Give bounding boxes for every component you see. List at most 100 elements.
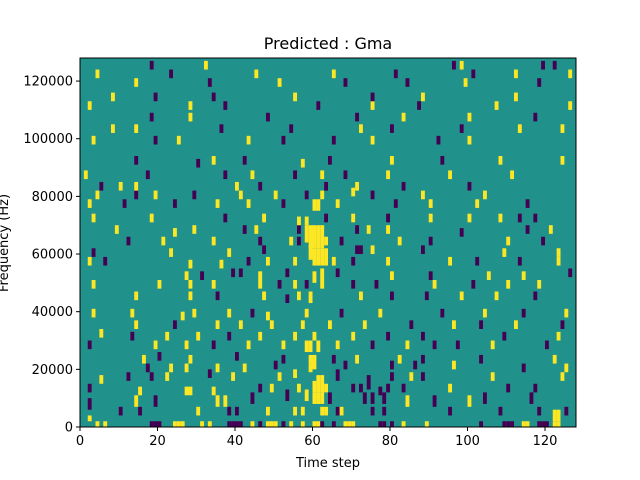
heatmap-cell: [273, 190, 278, 200]
heatmap-cell: [316, 225, 321, 249]
heatmap-cell: [428, 236, 433, 246]
heatmap-cell: [498, 406, 503, 416]
heatmap-cell: [355, 354, 360, 364]
heatmap-cell: [149, 372, 154, 381]
heatmap-cell: [556, 248, 561, 257]
heatmap-cell: [169, 69, 174, 79]
heatmap-cell: [521, 421, 526, 427]
heatmap-cell: [351, 383, 356, 393]
heatmap-cell: [320, 279, 325, 289]
heatmap-cell: [235, 352, 239, 361]
heatmap-cell: [211, 156, 216, 165]
heatmap-cell: [153, 395, 158, 407]
heatmap-cell: [545, 340, 549, 350]
heatmap-cell: [320, 248, 325, 266]
heatmap-cell: [91, 213, 96, 223]
heatmap-cell: [324, 213, 329, 223]
heatmap-cell: [475, 199, 480, 208]
heatmap-cell: [211, 236, 216, 246]
heatmap-cell: [289, 236, 294, 246]
heatmap-cell: [537, 406, 542, 416]
heatmap-cell: [378, 386, 383, 396]
heatmap-cell: [467, 135, 472, 145]
heatmap-cell: [467, 213, 472, 223]
heatmap-cell: [552, 409, 557, 422]
heatmap-cell: [374, 279, 379, 289]
heatmap-cell: [370, 92, 375, 102]
heatmap-cell: [293, 279, 298, 289]
heatmap-cell: [564, 406, 569, 416]
heatmap-cell: [537, 421, 542, 427]
heatmap-cell: [521, 271, 526, 280]
heatmap-cell: [312, 392, 317, 404]
heatmap-cell: [568, 268, 573, 278]
heatmap-cell: [308, 340, 313, 353]
heatmap-cell: [386, 331, 391, 341]
heatmap-cell: [211, 92, 216, 102]
heatmap-cell: [91, 279, 96, 289]
heatmap-cell: [339, 406, 344, 416]
heatmap-cell: [494, 291, 499, 301]
y-tick-label: 0: [65, 421, 73, 436]
heatmap-cell: [343, 170, 348, 180]
heatmap-cell: [401, 383, 406, 393]
heatmap-cell: [514, 69, 518, 79]
heatmap-cell: [118, 406, 123, 416]
heatmap-cell: [293, 369, 298, 378]
heatmap-cell: [347, 421, 352, 427]
heatmap-cell: [409, 320, 414, 329]
heatmap-cell: [138, 386, 143, 396]
heatmap-cell: [269, 383, 274, 393]
heatmap-cell: [227, 308, 232, 318]
heatmap-cell: [490, 372, 495, 381]
x-tick-label: 40: [227, 434, 244, 449]
heatmap-cell: [300, 421, 305, 427]
heatmap-cell: [514, 320, 518, 329]
heatmap-cell: [525, 225, 530, 234]
heatmap-cell: [359, 383, 363, 393]
heatmap-cell: [390, 291, 394, 301]
heatmap-cell: [207, 421, 212, 427]
heatmap-cell: [281, 135, 286, 145]
heatmap-cell: [355, 225, 360, 234]
heatmap-cell: [285, 268, 290, 278]
heatmap-cell: [335, 199, 340, 208]
y-tick-label: 60000: [32, 248, 73, 263]
heatmap-cell: [111, 92, 115, 102]
heatmap-cell: [126, 236, 131, 246]
heatmap-cell: [335, 340, 340, 350]
heatmap-cell: [223, 101, 228, 110]
heatmap-cell: [215, 395, 220, 407]
heatmap-cell: [304, 340, 309, 353]
heatmap-cell: [552, 60, 557, 70]
heatmap-cell: [459, 60, 464, 70]
heatmap-cell: [448, 256, 453, 266]
heatmap-cell: [393, 199, 398, 208]
heatmap-cell: [370, 406, 375, 416]
heatmap-cell: [246, 199, 251, 208]
heatmap-cell: [440, 308, 445, 318]
heatmap-cell: [312, 331, 317, 341]
heatmap-cell: [258, 279, 263, 289]
heatmap-cell: [320, 268, 325, 280]
heatmap-cell: [293, 331, 298, 341]
heatmap-cell: [308, 354, 313, 364]
heatmap-cell: [331, 421, 336, 427]
heatmap-cell: [204, 60, 208, 70]
heatmap-cell: [382, 392, 387, 404]
heatmap-cell: [568, 69, 573, 79]
heatmap-cell: [390, 372, 394, 381]
heatmap-cell: [514, 92, 518, 102]
heatmap-cell: [560, 156, 565, 165]
heatmap-cell: [533, 291, 538, 301]
heatmap-cell: [320, 225, 325, 249]
heatmap-cell: [560, 320, 565, 329]
heatmap-cell: [494, 101, 499, 110]
heatmap-cell: [142, 354, 146, 364]
heatmap-cell: [467, 395, 472, 407]
heatmap-cell: [390, 124, 394, 133]
heatmap-cell: [343, 421, 348, 427]
heatmap-cell: [207, 369, 212, 378]
heatmap-cell: [266, 311, 270, 321]
heatmap-cell: [362, 392, 367, 404]
